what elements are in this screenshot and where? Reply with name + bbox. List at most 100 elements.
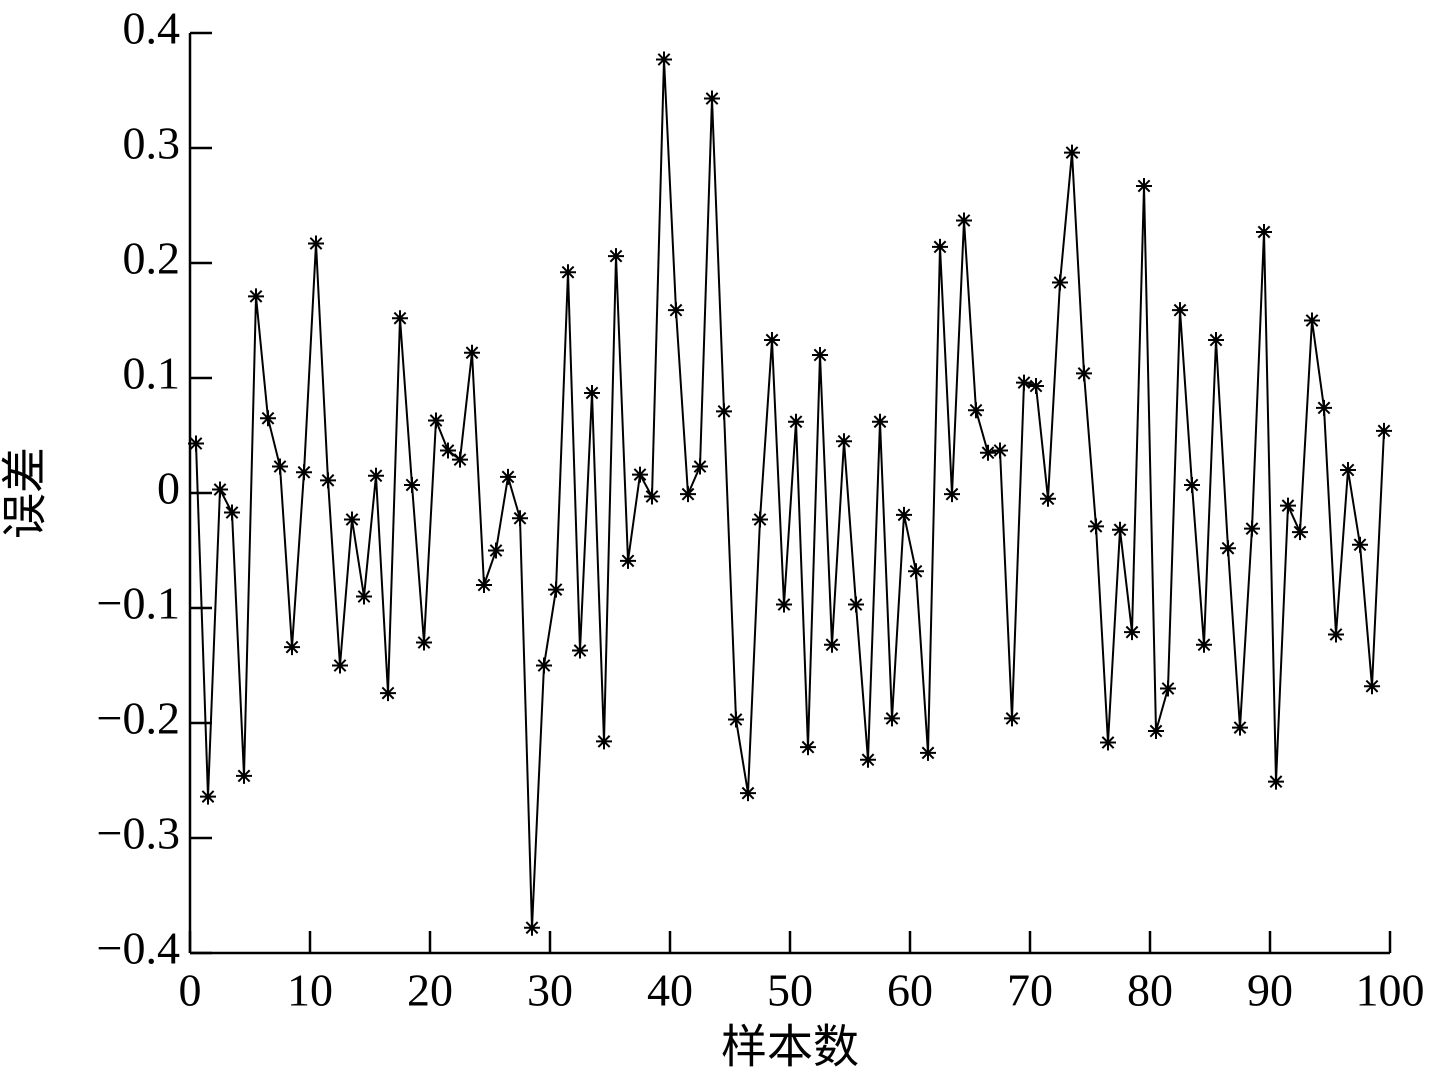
point-marker: [416, 634, 432, 651]
point-marker: [188, 435, 204, 452]
point-marker: [1136, 177, 1152, 194]
x-axis-label: 样本数: [721, 1022, 859, 1073]
x-tick-label: 90: [1247, 965, 1293, 1016]
point-marker: [224, 504, 240, 521]
x-tick-label: 20: [407, 965, 453, 1016]
point-marker: [836, 433, 852, 450]
point-marker: [1148, 723, 1164, 740]
y-tick-label: 0: [157, 463, 180, 514]
point-marker: [788, 413, 804, 430]
point-marker: [1112, 521, 1128, 538]
y-tick-label: −0.1: [97, 578, 180, 629]
point-marker: [1328, 626, 1344, 643]
point-marker: [464, 344, 480, 361]
point-marker: [1220, 540, 1236, 557]
point-marker: [452, 451, 468, 468]
point-marker: [776, 596, 792, 613]
point-marker: [596, 733, 612, 750]
y-tick-label: −0.2: [97, 693, 180, 744]
point-marker: [716, 403, 732, 420]
point-marker: [1376, 422, 1392, 439]
point-marker: [1352, 536, 1368, 553]
point-marker: [488, 542, 504, 559]
point-marker: [1280, 497, 1296, 514]
x-tick-label: 30: [527, 965, 573, 1016]
point-marker: [308, 235, 324, 252]
point-marker: [1196, 636, 1212, 653]
point-marker: [1040, 490, 1056, 507]
point-marker: [344, 511, 360, 528]
point-marker: [212, 481, 228, 498]
point-marker: [632, 466, 648, 483]
point-marker: [1340, 462, 1356, 478]
point-marker: [1232, 719, 1248, 736]
point-marker: [1256, 223, 1272, 240]
y-axis-label: 误差: [0, 447, 51, 539]
point-marker: [500, 468, 516, 485]
point-marker: [1364, 678, 1380, 695]
point-marker: [584, 384, 600, 401]
y-tick-label: −0.3: [97, 808, 180, 859]
point-marker: [884, 710, 900, 727]
y-tick-label: −0.4: [97, 923, 180, 974]
point-marker: [656, 51, 672, 68]
point-marker: [1172, 302, 1188, 319]
point-marker: [1004, 710, 1020, 727]
point-marker: [1268, 773, 1284, 790]
point-marker: [356, 588, 372, 605]
point-marker: [1316, 399, 1332, 416]
point-marker: [524, 919, 540, 936]
point-marker: [704, 90, 720, 107]
y-tick-label: 0.1: [123, 348, 181, 399]
point-marker: [920, 744, 936, 761]
point-marker: [1160, 680, 1176, 697]
point-marker: [764, 332, 780, 349]
x-tick-label: 0: [179, 965, 202, 1016]
point-marker: [236, 767, 252, 784]
point-marker: [896, 506, 912, 523]
point-marker: [428, 412, 444, 429]
y-tick-label: 0.2: [123, 233, 181, 284]
point-marker: [296, 464, 312, 481]
point-marker: [1184, 476, 1200, 493]
point-marker: [680, 486, 696, 503]
point-marker: [536, 657, 552, 674]
point-marker: [1244, 520, 1260, 537]
point-marker: [404, 476, 420, 493]
point-marker: [1064, 144, 1080, 161]
point-marker: [1088, 518, 1104, 535]
point-marker: [620, 552, 636, 569]
point-marker: [968, 402, 984, 419]
point-marker: [668, 302, 684, 319]
point-marker: [284, 639, 300, 656]
point-marker: [740, 785, 756, 802]
point-marker: [908, 563, 924, 580]
x-tick-label: 10: [287, 965, 333, 1016]
point-marker: [644, 488, 660, 505]
point-marker: [548, 581, 564, 598]
point-marker: [1100, 734, 1116, 751]
point-marker: [956, 212, 972, 229]
point-marker: [752, 511, 768, 528]
point-marker: [380, 685, 396, 702]
point-marker: [992, 442, 1008, 459]
point-marker: [560, 264, 576, 281]
point-marker: [980, 444, 996, 461]
point-marker: [812, 347, 828, 363]
x-tick-label: 60: [887, 965, 933, 1016]
x-tick-label: 50: [767, 965, 813, 1016]
point-marker: [332, 657, 348, 674]
point-marker: [932, 238, 948, 255]
point-marker: [1052, 274, 1068, 291]
y-tick-label: 0.3: [123, 118, 181, 169]
point-marker: [800, 739, 816, 756]
point-marker: [368, 467, 384, 484]
x-tick-label: 80: [1127, 965, 1173, 1016]
point-marker: [824, 636, 840, 653]
y-tick-label: 0.4: [123, 3, 181, 54]
x-tick-label: 40: [647, 965, 693, 1016]
series-line: [195, 59, 1385, 928]
point-marker: [512, 510, 528, 527]
